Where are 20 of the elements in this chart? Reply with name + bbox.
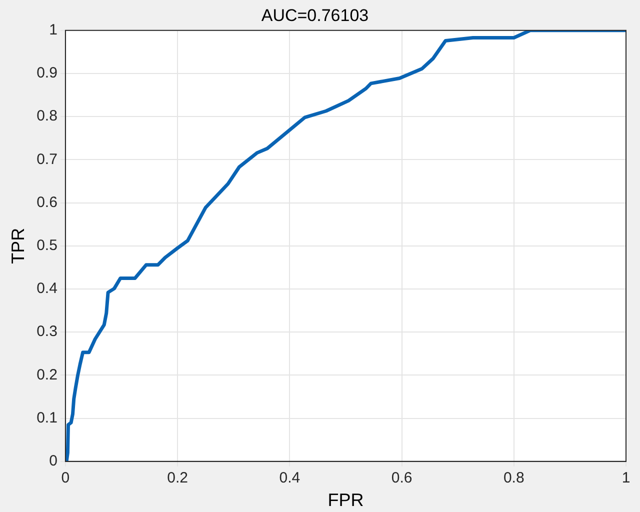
- y-tick-label: 0.4: [36, 280, 58, 298]
- chart-title: AUC=0.76103: [261, 6, 369, 25]
- x-tick-label: 0.4: [279, 470, 300, 487]
- x-tick-label: 0.6: [391, 470, 412, 487]
- y-tick-label: 0: [49, 452, 58, 470]
- y-tick-label: 0.5: [36, 237, 58, 254]
- y-tick-label: 0.3: [36, 323, 58, 340]
- y-tick-label: 0.2: [36, 366, 58, 384]
- y-tick-label: 1: [49, 22, 58, 39]
- x-tick-label: 0.2: [167, 470, 188, 487]
- y-tick-label: 0.7: [36, 150, 58, 168]
- x-tick-label: 1: [622, 470, 630, 487]
- x-tick-label: 0: [61, 470, 70, 487]
- y-tick-label: 0.8: [36, 108, 58, 125]
- x-axis-title: FPR: [328, 490, 364, 510]
- y-axis-title: TPR: [8, 228, 28, 264]
- x-tick-label: 0.8: [503, 470, 524, 487]
- y-tick-label: 0.6: [36, 194, 58, 211]
- y-tick-label: 0.1: [36, 409, 58, 426]
- y-tick-label: 0.9: [36, 64, 58, 82]
